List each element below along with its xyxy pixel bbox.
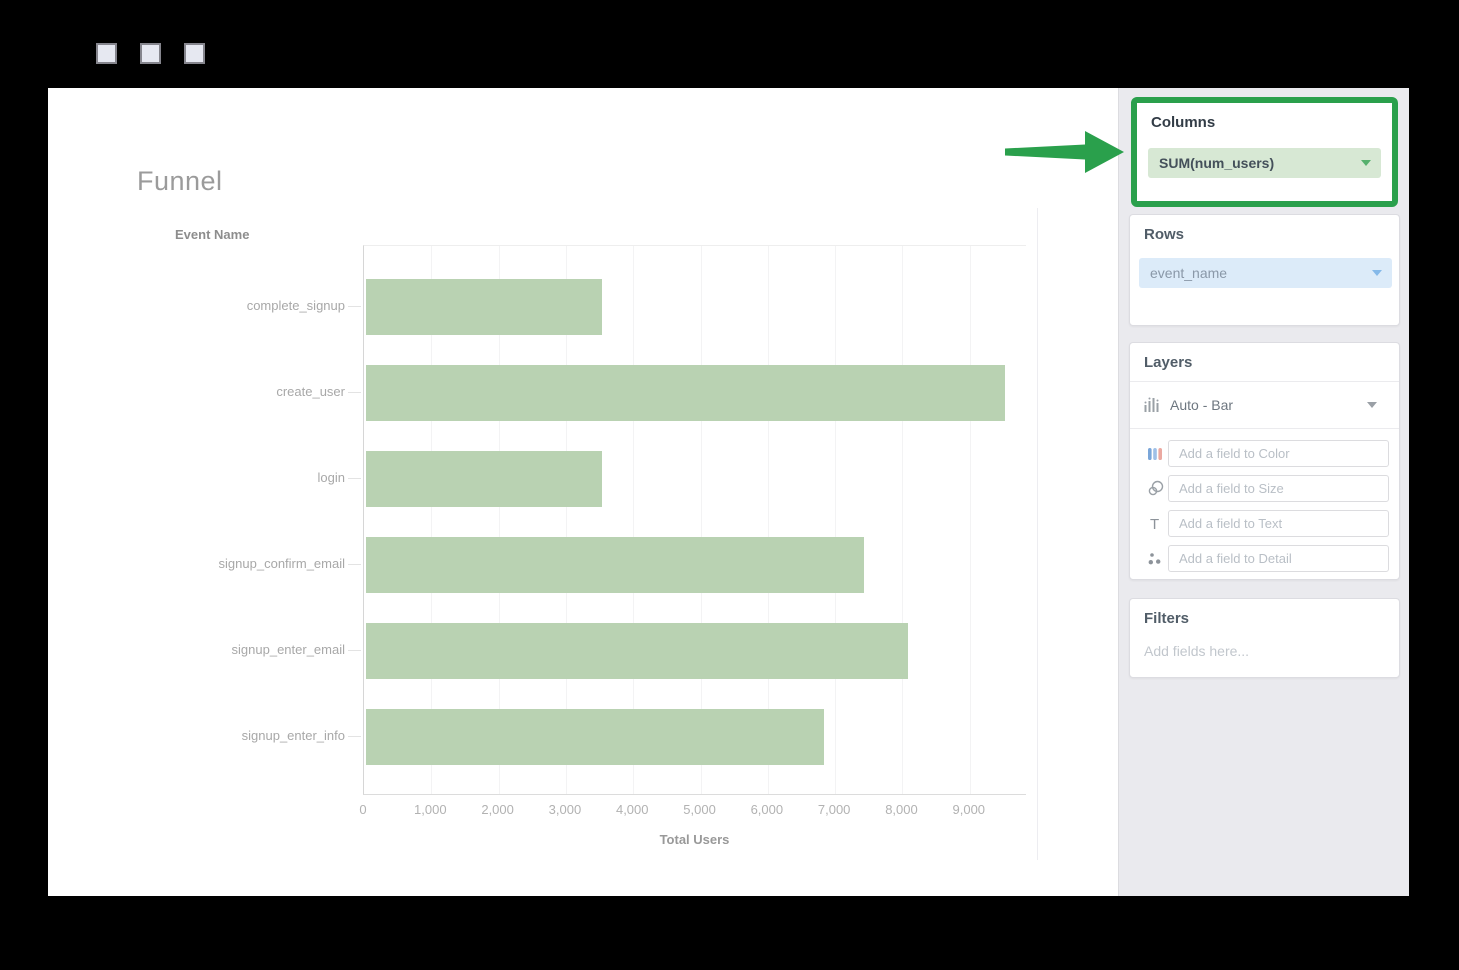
add-field-to-text-input[interactable] [1168, 510, 1389, 537]
add-field-to-color-input[interactable] [1168, 440, 1389, 467]
x-axis-title: Total Users [659, 832, 730, 847]
bar-signup_enter_info[interactable] [366, 709, 824, 765]
x-tick-label: 1,000 [414, 802, 447, 817]
gridline [902, 246, 904, 794]
category-tick [348, 478, 361, 479]
window-button-2[interactable] [140, 43, 161, 64]
layer-field-row [1130, 471, 1399, 506]
columns-field-pill[interactable]: SUM(num_users) [1148, 148, 1381, 178]
x-tick-label: 0 [359, 802, 367, 817]
layer-type-label: Auto - Bar [1170, 397, 1234, 413]
category-label-signup_confirm_email: signup_confirm_email [218, 556, 345, 571]
y-axis-title: Event Name [175, 227, 250, 242]
rows-heading: Rows [1144, 226, 1185, 243]
bar-signup_enter_email[interactable] [366, 623, 908, 679]
columns-field-label: SUM(num_users) [1159, 155, 1275, 171]
rows-field-label: event_name [1150, 265, 1228, 281]
columns-card-highlight-box: Columns SUM(num_users) [1131, 97, 1398, 207]
size-circles-icon [1142, 480, 1168, 497]
x-tick-label: 5,000 [683, 802, 716, 817]
color-bars-icon [1142, 446, 1168, 462]
bar-signup_confirm_email[interactable] [366, 537, 865, 593]
x-axis-ticks: 0 1,000 2,000 3,000 4,000 5,000 6,000 7,000 8,00… [359, 802, 1026, 822]
x-tick-label: 2,000 [481, 802, 514, 817]
gridline [633, 246, 635, 794]
gridline [767, 246, 769, 794]
detail-dots-icon [1142, 551, 1168, 567]
filters-heading: Filters [1144, 610, 1190, 627]
bar-login[interactable] [366, 451, 602, 507]
plot-area [363, 245, 1026, 795]
gridline [969, 246, 971, 794]
gridline [565, 246, 567, 794]
chart-card-border [1037, 208, 1038, 860]
bar-complete_signup[interactable] [366, 279, 602, 335]
category-label-complete_signup: complete_signup [246, 298, 345, 313]
svg-text:T: T [1150, 516, 1159, 532]
category-tick [348, 392, 361, 393]
rows-card: Rows event_name [1129, 214, 1400, 326]
layers-heading-row: Layers [1130, 343, 1399, 382]
rows-field-pill[interactable]: event_name [1139, 258, 1392, 288]
chart-title: Funnel [137, 166, 223, 196]
add-field-to-detail-input[interactable] [1168, 545, 1389, 572]
layers-card: Layers Auto - Bar T [1129, 342, 1400, 580]
columns-heading: Columns [1151, 114, 1216, 131]
layer-field-row [1130, 541, 1399, 576]
category-label-create_user: create_user [276, 384, 345, 399]
filters-card: Filters Add fields here... [1129, 598, 1400, 678]
category-tick [348, 736, 361, 737]
x-tick-label: 6,000 [750, 802, 784, 817]
category-tick [348, 564, 361, 565]
layers-heading: Layers [1144, 353, 1193, 371]
gridline [700, 246, 702, 794]
bar-chart-icon [1144, 397, 1159, 412]
chart-settings-panel: Columns SUM(num_users) Rows event_name L… [1118, 88, 1409, 896]
gridline [431, 246, 433, 794]
text-icon: T [1142, 516, 1168, 532]
layer-field-row: T [1130, 506, 1399, 541]
x-tick-label: 4,000 [615, 802, 649, 817]
filters-drop-hint[interactable]: Add fields here... [1144, 643, 1250, 659]
x-tick-label: 7,000 [817, 802, 851, 817]
window-button-1[interactable] [96, 43, 117, 64]
x-tick-label: 9,000 [952, 802, 986, 817]
layer-field-list: T [1130, 429, 1399, 576]
category-label-signup_enter_email: signup_enter_email [231, 642, 345, 657]
chevron-down-icon[interactable] [1367, 402, 1377, 408]
gridline [835, 246, 837, 794]
layer-field-row [1130, 436, 1399, 471]
annotation-arrow-icon [1005, 131, 1124, 173]
category-tick [348, 650, 361, 651]
category-label-login: login [317, 470, 345, 485]
category-label-signup_enter_info: signup_enter_info [241, 728, 345, 743]
main-content: Funnel Event Name complete_signup create_… [48, 88, 1409, 896]
layer-type-selector[interactable]: Auto - Bar [1130, 382, 1399, 429]
bar-create_user[interactable] [366, 365, 1006, 421]
chevron-down-icon[interactable] [1361, 160, 1371, 166]
category-tick [348, 306, 361, 307]
add-field-to-size-input[interactable] [1168, 475, 1389, 502]
x-tick-label: 3,000 [548, 802, 582, 817]
window-button-3[interactable] [184, 43, 205, 64]
gridline [498, 246, 500, 794]
chevron-down-icon[interactable] [1372, 270, 1382, 276]
x-tick-label: 8,000 [885, 802, 918, 817]
